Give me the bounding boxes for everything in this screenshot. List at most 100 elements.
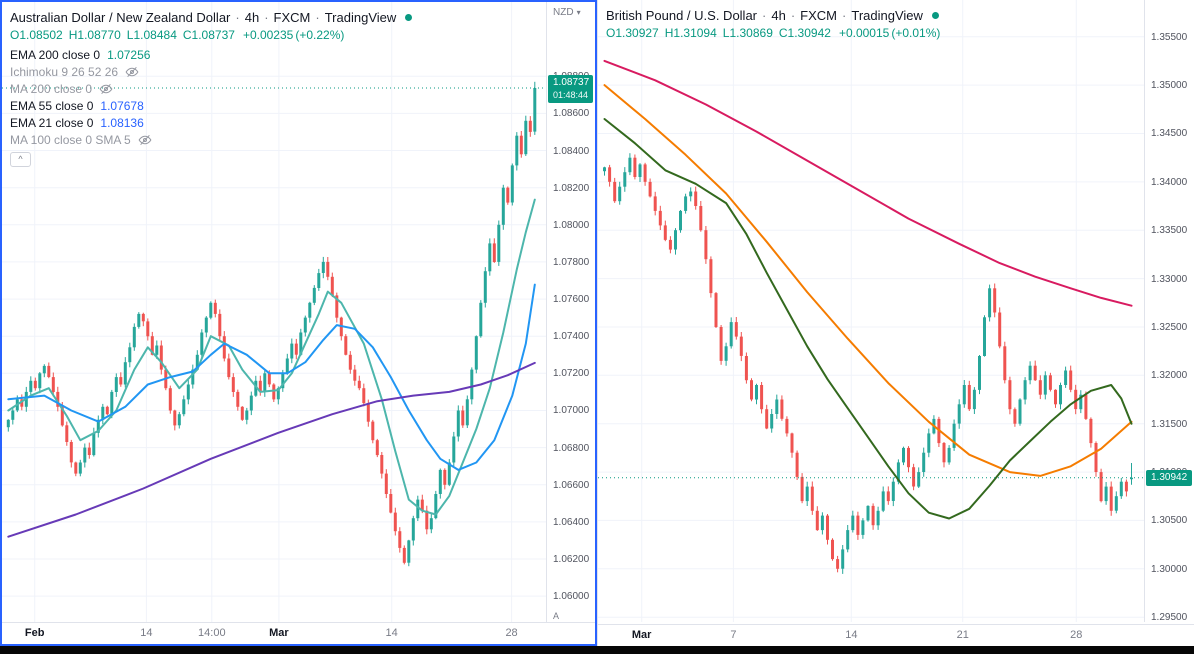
badge-price: 1.08737 (553, 76, 590, 88)
indicator-value: 1.08136 (100, 115, 144, 130)
price-axis-label: 1.30000 (1151, 563, 1188, 575)
close-label: C (182, 28, 192, 42)
change-value: +0.00015 (838, 26, 890, 40)
price-axis-label: 1.07200 (553, 368, 590, 380)
ohlc-readout: O1.08502 H1.08770 L1.08484 C1.08737 +0.0… (10, 26, 412, 44)
overlay-line-ema-55[interactable] (7, 283, 536, 471)
indicator-label: Ichimoku 9 26 52 26 (10, 64, 119, 79)
price-axis-right[interactable]: 1.30942 1.35500 1.35000 1.34500 1.34000 1.33… (1144, 0, 1194, 624)
overlay-line-ema-55[interactable] (603, 118, 1133, 520)
time-axis-right[interactable]: Mar 7 14 21 28 (598, 624, 1194, 646)
open-value: 1.08502 (19, 28, 63, 42)
separator-dot: · (762, 7, 767, 23)
separator-dot: · (264, 9, 269, 25)
price-axis-label: 1.33000 (1151, 273, 1188, 285)
separator-dot: · (235, 9, 240, 25)
legend-collapse-button[interactable]: ^ (10, 152, 31, 167)
overlay-line-ma-200[interactable] (603, 59, 1133, 307)
indicator-value: 1.07678 (100, 98, 144, 113)
audnzd-chart-canvas[interactable] (2, 2, 547, 624)
high-value: 1.31094 (673, 26, 717, 40)
low-value: 1.08484 (133, 28, 177, 42)
symbol-title[interactable]: Australian Dollar / New Zealand Dollar (10, 9, 231, 25)
price-axis-label: 1.06800 (553, 442, 590, 454)
price-axis-label: 1.34000 (1151, 176, 1188, 188)
time-axis-label: 14 (140, 627, 153, 639)
low-value: 1.30869 (729, 26, 773, 40)
chevron-down-icon: ▾ (576, 8, 581, 17)
auto-scale-button[interactable]: A (553, 611, 560, 621)
change-percent: (+0.01%) (891, 26, 941, 40)
time-axis-label: Mar (631, 629, 652, 641)
overlay-line-ema-200[interactable] (7, 361, 536, 538)
time-axis-label: 28 (1070, 629, 1083, 641)
price-axis-label: 1.07000 (553, 405, 590, 417)
separator-dot: · (790, 7, 796, 23)
chart-title-row: British Pound / U.S. Dollar · 4h · FXCM … (606, 6, 940, 24)
exchange-label: FXCM (800, 7, 838, 23)
chart-header-left: Australian Dollar / New Zealand Dollar ·… (10, 8, 413, 167)
price-axis-label: 1.33500 (1151, 225, 1188, 237)
close-value: 1.30942 (787, 26, 831, 40)
eye-hidden-icon[interactable] (125, 65, 139, 79)
currency-label: NZD (553, 7, 574, 18)
indicator-value: 1.07256 (107, 47, 151, 62)
high-value: 1.08770 (77, 28, 121, 42)
brand-label: TradingView (324, 9, 397, 25)
gbpusd-chart-canvas[interactable] (598, 0, 1144, 622)
currency-selector[interactable]: NZD ▾ (547, 4, 595, 22)
indicator-label: MA 200 close 0 (10, 81, 93, 96)
price-axis-label: 1.07600 (553, 294, 590, 306)
chart-panel-gbpusd: British Pound / U.S. Dollar · 4h · FXCM … (597, 0, 1194, 646)
price-axis-label: 1.06200 (553, 554, 590, 565)
price-axis-label: 1.07400 (553, 331, 590, 343)
legend-row-ichimoku[interactable]: Ichimoku 9 26 52 26 (10, 63, 412, 80)
time-axis-label: 7 (730, 629, 737, 641)
price-axis-label: 1.29500 (1151, 612, 1188, 624)
eye-hidden-icon[interactable] (138, 133, 152, 147)
connection-status-dot (931, 11, 939, 19)
candlestick-series (603, 153, 1133, 574)
legend-row-ma200[interactable]: MA 200 close 0 (10, 80, 412, 97)
interval-label[interactable]: 4h (771, 7, 786, 23)
open-value: 1.30927 (615, 26, 659, 40)
eye-hidden-icon[interactable] (99, 82, 113, 96)
time-axis-label: 14 (385, 627, 398, 639)
high-label: H (664, 26, 674, 40)
indicator-label: MA 100 close 0 SMA 5 (10, 132, 131, 147)
legend-row-ma100[interactable]: MA 100 close 0 SMA 5 (10, 131, 412, 148)
price-axis-label: 1.06000 (553, 591, 590, 603)
legend-row-ema55[interactable]: EMA 55 close 0 1.07678 (10, 97, 412, 114)
chart-panel-audnzd: Australian Dollar / New Zealand Dollar ·… (0, 0, 597, 646)
symbol-title[interactable]: British Pound / U.S. Dollar (606, 7, 758, 23)
price-axis-label: 1.30500 (1151, 515, 1188, 527)
price-axis-label: 1.34500 (1151, 128, 1188, 140)
close-value: 1.08737 (191, 28, 235, 42)
indicator-label: EMA 55 close 0 (10, 98, 94, 113)
price-axis-label: 1.35000 (1151, 80, 1188, 92)
time-axis-label: 28 (505, 627, 518, 639)
legend-row-ema21[interactable]: EMA 21 close 0 1.08136 (10, 114, 412, 131)
open-label: O (606, 26, 616, 40)
exchange-label: FXCM (273, 9, 311, 25)
overlay-line-ma-100[interactable] (603, 84, 1133, 477)
last-price-badge: 1.08737 01:48:44 (548, 74, 593, 103)
time-axis-left[interactable]: Feb 14 14:00 Mar 14 28 (2, 622, 595, 644)
indicator-label: EMA 21 close 0 (10, 115, 94, 130)
badge-countdown: 01:48:44 (553, 89, 589, 100)
low-label: L (722, 26, 730, 40)
open-label: O (10, 28, 20, 42)
price-axis-label: 1.08200 (553, 182, 590, 194)
legend-row-ema200[interactable]: EMA 200 close 0 1.07256 (10, 46, 412, 63)
time-axis-label: 21 (956, 629, 969, 641)
time-axis-label: 14:00 (198, 627, 226, 639)
badge-price: 1.30942 (1151, 471, 1188, 483)
time-axis-label: Mar (269, 627, 289, 639)
change-value: +0.00235 (242, 28, 294, 42)
price-axis-label: 1.06600 (553, 479, 590, 491)
low-label: L (126, 28, 134, 42)
price-axis-left[interactable]: NZD▾ 1.08737 01:48:44 A 1.088001.086001.… (546, 2, 595, 624)
indicator-label: EMA 200 close 0 (10, 47, 101, 62)
interval-label[interactable]: 4h (244, 9, 260, 25)
separator-dot: · (842, 7, 847, 23)
